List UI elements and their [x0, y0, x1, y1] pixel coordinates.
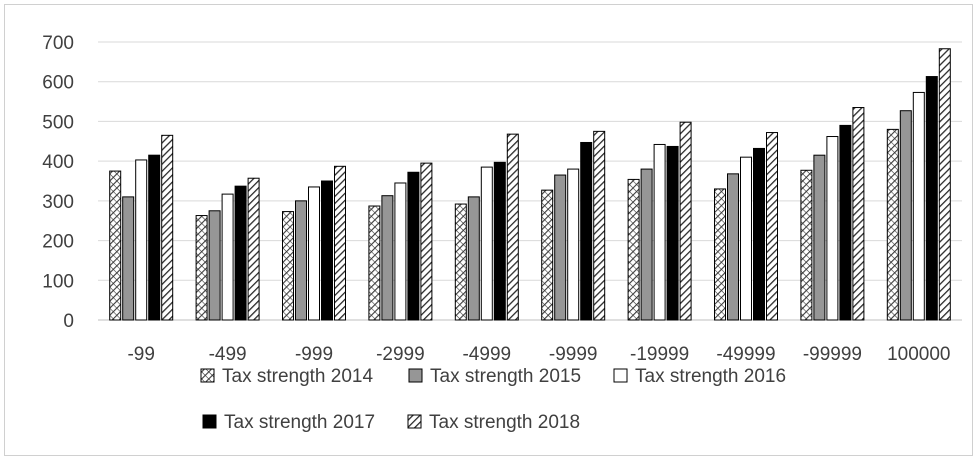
- bar: [580, 141, 593, 321]
- y-tick-label: 400: [42, 152, 74, 173]
- legend-label: Tax strength 2017: [224, 412, 375, 433]
- x-tick-label: -49999: [716, 344, 775, 365]
- bar: [800, 169, 813, 321]
- legend-swatch: [200, 368, 215, 383]
- bar: [122, 196, 135, 321]
- y-axis: 0 100 200 300 400 500 600 700: [42, 33, 74, 332]
- bar: [766, 132, 778, 321]
- legend-label: Tax strength 2014: [222, 366, 373, 387]
- bar: [368, 205, 381, 321]
- bar: [653, 143, 666, 321]
- bar: [321, 180, 333, 321]
- bar: [666, 145, 679, 321]
- bar: [886, 128, 899, 321]
- y-tick-label: 500: [42, 112, 74, 133]
- bar: [753, 147, 765, 321]
- bar: [161, 134, 174, 321]
- bar: [852, 107, 865, 321]
- bar: [925, 76, 938, 321]
- bar: [567, 168, 580, 321]
- y-tick-label: 600: [42, 73, 74, 94]
- y-tick-label: 300: [42, 192, 74, 213]
- bar: [109, 170, 122, 321]
- bar: [454, 203, 467, 321]
- x-tick-label: -9999: [549, 344, 598, 365]
- bar: [826, 136, 839, 321]
- bar: [135, 159, 148, 321]
- bar: [308, 186, 320, 321]
- bar: [247, 177, 260, 321]
- bar: [714, 188, 726, 321]
- x-tick-label: -999: [295, 344, 333, 365]
- bar: [912, 91, 925, 321]
- bar: [627, 178, 640, 321]
- bar: [938, 48, 951, 321]
- bar: [727, 173, 739, 321]
- bar: [506, 133, 519, 321]
- bar: [208, 210, 221, 321]
- legend-swatch: [613, 368, 628, 383]
- bar: [640, 168, 653, 321]
- bar: [554, 174, 567, 321]
- x-tick-label: -4999: [462, 344, 511, 365]
- legend-label: Tax strength 2015: [430, 366, 581, 387]
- bar: [899, 110, 912, 321]
- legend: Tax strength 2014 Tax strength 2015 Tax st…: [200, 366, 786, 433]
- legend-swatch: [408, 368, 423, 383]
- legend-label: Tax strength 2016: [635, 366, 786, 387]
- x-tick-label: 100000: [887, 344, 950, 365]
- x-tick-label: -99: [127, 344, 154, 365]
- bar: [839, 124, 852, 321]
- x-tick-label: -19999: [630, 344, 689, 365]
- y-tick-label: 100: [42, 271, 74, 292]
- bar: [282, 211, 294, 321]
- bar: [467, 196, 480, 321]
- legend-swatch: [407, 414, 422, 429]
- bar: [394, 182, 407, 321]
- x-tick-label: -99999: [803, 344, 862, 365]
- bar: [295, 200, 307, 321]
- legend-label: Tax strength 2018: [429, 412, 580, 433]
- bar: [740, 156, 752, 321]
- y-tick-label: 0: [63, 311, 74, 332]
- bar: [541, 189, 554, 321]
- bar: [493, 161, 506, 321]
- bar: [480, 166, 493, 321]
- bar: [221, 193, 234, 321]
- bar: [420, 162, 433, 321]
- bar: [195, 215, 208, 321]
- bar: [234, 185, 247, 321]
- y-tick-label: 200: [42, 232, 74, 253]
- bar: [334, 165, 346, 321]
- bar: [679, 121, 692, 321]
- legend-swatch: [202, 414, 217, 429]
- bar: [593, 130, 606, 321]
- bar: [813, 154, 826, 321]
- bar: [148, 154, 161, 321]
- x-axis: -99 -499 -999 -2999 -4999 -9999 -19999 -49999 -9…: [127, 344, 950, 365]
- x-tick-label: -499: [209, 344, 247, 365]
- bar: [407, 171, 420, 321]
- bars: [109, 48, 951, 321]
- x-tick-label: -2999: [376, 344, 425, 365]
- bar: [381, 195, 394, 321]
- y-tick-label: 700: [42, 33, 74, 54]
